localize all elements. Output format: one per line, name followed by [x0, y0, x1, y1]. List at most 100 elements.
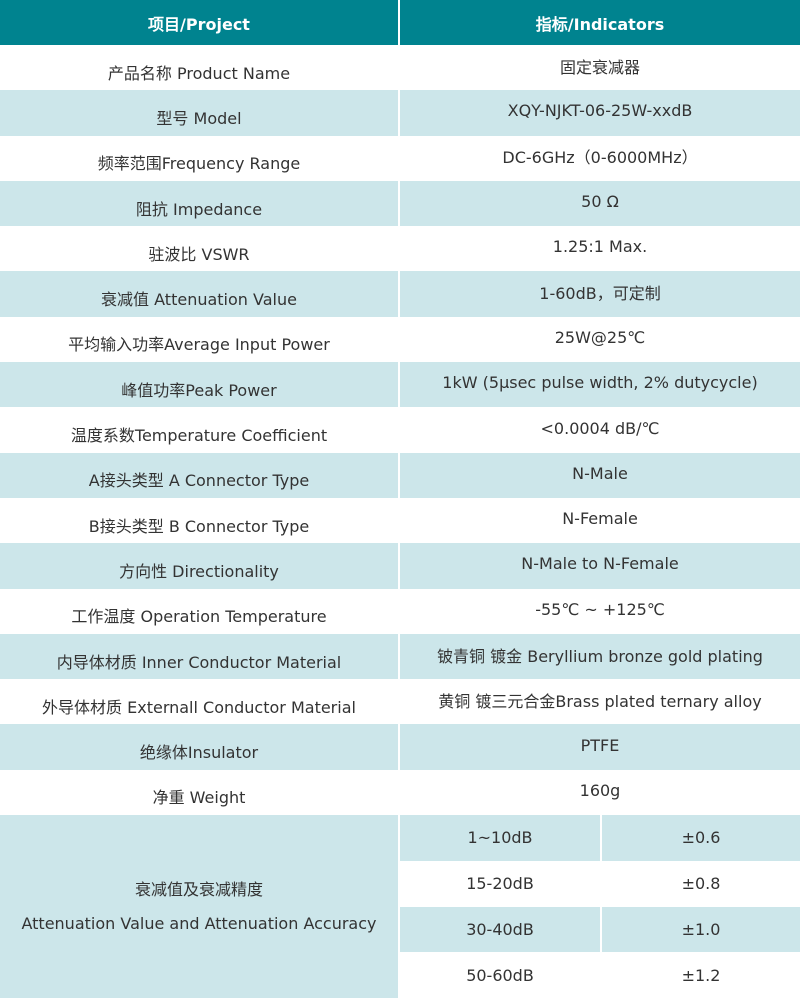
row-value: 160g [579, 780, 621, 800]
table-row: 工作温度 Operation Temperature -55℃ ~ +125℃ [0, 588, 800, 634]
row-label-cell: 温度系数Temperature Coefficient [0, 407, 400, 453]
accuracy-range-cell: 15-20dB [400, 860, 602, 907]
row-value-cell: N-Female [400, 498, 800, 543]
accuracy-range-cell: 1~10dB [400, 815, 602, 861]
row-label: 工作温度 Operation Temperature [71, 607, 327, 627]
table-row: 峰值功率Peak Power 1kW (5μsec pulse width, 2%… [0, 362, 800, 408]
row-label-cell: A接头类型 A Connector Type [0, 452, 400, 498]
row-value: 固定衰减器 [559, 57, 640, 77]
accuracy-range: 15-20dB [466, 874, 534, 894]
accuracy-range: 30-40dB [466, 919, 534, 939]
row-value-cell: 1.25:1 Max. [400, 226, 800, 271]
row-value: <0.0004 dB/℃ [540, 418, 660, 438]
row-value-cell: N-Male [400, 453, 800, 498]
row-label-cell: 工作温度 Operation Temperature [0, 588, 400, 634]
row-label-cell: 产品名称 Product Name [0, 45, 400, 91]
row-label: 驻波比 VSWR [148, 244, 250, 264]
table-row: 频率范围Frequency Range DC-6GHz（0-6000MHz） [0, 135, 800, 181]
row-label: 平均输入功率Average Input Power [68, 335, 330, 355]
table-row: 型号 Model XQY-NJKT-06-25W-xxdB [0, 90, 800, 136]
accuracy-row: 1~10dB ±0.6 [400, 815, 800, 861]
header-indicators-label: 指标/Indicators [535, 14, 665, 34]
row-value-cell: <0.0004 dB/℃ [400, 407, 800, 452]
row-value-cell: DC-6GHz（0-6000MHz） [400, 136, 800, 181]
row-label: 温度系数Temperature Coefficient [70, 426, 328, 446]
row-value-cell: 160g [400, 770, 800, 815]
accuracy-value-cell: ±1.0 [602, 907, 800, 953]
row-label: 产品名称 Product Name [107, 63, 291, 83]
row-label-cell: 平均输入功率Average Input Power [0, 316, 400, 363]
row-label-cell: 峰值功率Peak Power [0, 362, 400, 408]
row-value-cell: 固定衰减器 [400, 45, 800, 90]
row-label: B接头类型 B Connector Type [88, 516, 310, 536]
table-row: 衰减值 Attenuation Value 1-60dB，可定制 [0, 271, 800, 317]
accuracy-section: 衰减值及衰减精度 Attenuation Value and Attenuati… [0, 815, 800, 998]
row-label-cell: 方向性 Directionality [0, 543, 400, 589]
row-value: DC-6GHz（0-6000MHz） [502, 148, 698, 168]
row-value-cell: PTFE [400, 724, 800, 769]
header-project-label: 项目/Project [148, 14, 250, 34]
row-label: 峰值功率Peak Power [121, 380, 277, 400]
row-value: N-Male [572, 463, 628, 483]
table-row: A接头类型 A Connector Type N-Male [0, 452, 800, 498]
row-value-cell: 50 Ω [400, 181, 800, 226]
accuracy-value: ±1.2 [681, 965, 721, 985]
row-value: N-Female [562, 509, 638, 529]
accuracy-value: ±1.0 [681, 919, 721, 939]
table-row: 温度系数Temperature Coefficient <0.0004 dB/℃ [0, 407, 800, 453]
row-label-cell: 外导体材质 Externall Conductor Material [0, 679, 400, 725]
header-indicators: 指标/Indicators [400, 0, 800, 45]
table-row: B接头类型 B Connector Type N-Female [0, 497, 800, 544]
table-row: 阻抗 Impedance 50 Ω [0, 180, 800, 227]
row-value: PTFE [580, 735, 620, 755]
row-label: 内导体材质 Inner Conductor Material [56, 652, 342, 672]
row-value: 黄铜 镀三元合金Brass plated ternary alloy [438, 691, 762, 711]
row-value-cell: -55℃ ~ +125℃ [400, 589, 800, 634]
row-label: 外导体材质 Externall Conductor Material [42, 697, 356, 717]
row-label-cell: 衰减值 Attenuation Value [0, 271, 400, 317]
row-value-cell: XQY-NJKT-06-25W-xxdB [400, 90, 800, 135]
table-header: 项目/Project 指标/Indicators [0, 0, 800, 45]
row-value: 50 Ω [581, 192, 619, 212]
row-label: 绝缘体Insulator [139, 743, 259, 763]
row-value-cell: 铍青铜 镀金 Beryllium bronze gold plating [400, 634, 800, 679]
accuracy-range-cell: 30-40dB [400, 906, 602, 953]
row-value-cell: N-Male to N-Female [400, 543, 800, 588]
table-row: 平均输入功率Average Input Power 25W@25℃ [0, 316, 800, 363]
accuracy-row: 30-40dB ±1.0 [400, 906, 800, 953]
row-value-cell: 1-60dB，可定制 [400, 271, 800, 316]
table-row: 外导体材质 Externall Conductor Material 黄铜 镀三元… [0, 679, 800, 725]
row-label-cell: 绝缘体Insulator [0, 724, 400, 770]
row-label: 阻抗 Impedance [135, 199, 263, 219]
row-label-cell: 型号 Model [0, 90, 400, 136]
accuracy-label-cn: 衰减值及衰减精度 [134, 879, 263, 899]
row-value: -55℃ ~ +125℃ [535, 599, 665, 619]
table-body: 产品名称 Product Name 固定衰减器型号 Model XQY-NJKT-0… [0, 45, 800, 816]
row-value: N-Male to N-Female [521, 554, 679, 574]
row-value: 1kW (5μsec pulse width, 2% dutycycle) [442, 373, 758, 393]
row-label-cell: B接头类型 B Connector Type [0, 497, 400, 544]
accuracy-range: 50-60dB [466, 965, 534, 985]
row-label: 频率范围Frequency Range [97, 154, 301, 174]
header-project: 项目/Project [0, 0, 400, 45]
row-value: 1.25:1 Max. [552, 237, 648, 257]
accuracy-row: 50-60dB ±1.2 [400, 952, 800, 998]
row-value: 铍青铜 镀金 Beryllium bronze gold plating [437, 646, 763, 666]
row-value-cell: 25W@25℃ [400, 317, 800, 362]
accuracy-value-cell: ±0.8 [602, 861, 800, 907]
row-value: 25W@25℃ [554, 327, 646, 347]
table-row: 净重 Weight 160g [0, 769, 800, 816]
accuracy-value-cell: ±1.2 [602, 952, 800, 998]
row-value: XQY-NJKT-06-25W-xxdB [507, 101, 693, 121]
table-row: 产品名称 Product Name 固定衰减器 [0, 45, 800, 91]
row-value-cell: 1kW (5μsec pulse width, 2% dutycycle) [400, 362, 800, 407]
accuracy-value: ±0.8 [681, 874, 721, 894]
row-label: A接头类型 A Connector Type [88, 471, 310, 491]
row-label: 衰减值 Attenuation Value [101, 290, 297, 310]
accuracy-value-cell: ±0.6 [602, 815, 800, 861]
accuracy-row: 15-20dB ±0.8 [400, 860, 800, 907]
row-label: 方向性 Directionality [119, 561, 279, 581]
table-row: 方向性 Directionality N-Male to N-Female [0, 543, 800, 589]
row-label-cell: 内导体材质 Inner Conductor Material [0, 633, 400, 680]
